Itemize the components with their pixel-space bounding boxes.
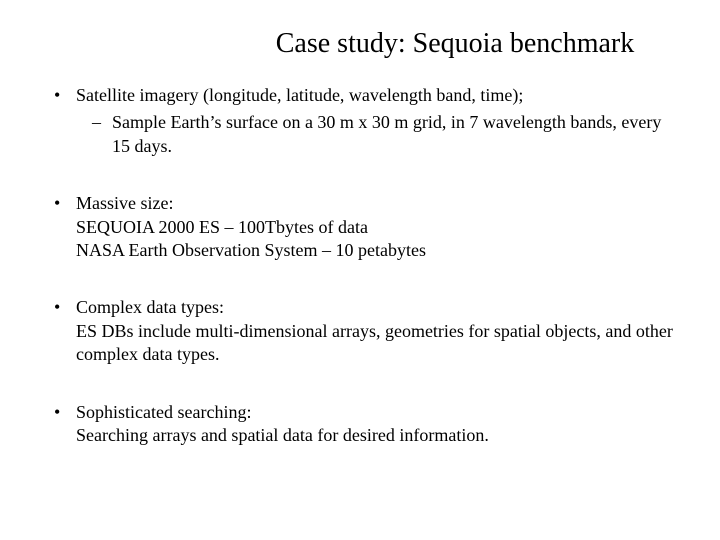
bullet-list: Satellite imagery (longitude, latitude, …: [40, 84, 680, 447]
bullet-lead: Massive size:: [76, 193, 173, 213]
slide: Case study: Sequoia benchmark Satellite …: [0, 0, 720, 540]
bullet-lead: Satellite imagery (longitude, latitude, …: [76, 85, 523, 105]
bullet-item: Satellite imagery (longitude, latitude, …: [40, 84, 680, 158]
bullet-cont: Searching arrays and spatial data for de…: [76, 424, 680, 447]
sub-bullet-text: Sample Earth’s surface on a 30 m x 30 m …: [112, 112, 661, 155]
bullet-item: Sophisticated searching: Searching array…: [40, 401, 680, 448]
bullet-lead: Sophisticated searching:: [76, 402, 251, 422]
bullet-cont: SEQUOIA 2000 ES – 100Tbytes of data: [76, 216, 680, 239]
sub-bullet-item: Sample Earth’s surface on a 30 m x 30 m …: [76, 111, 680, 158]
bullet-lead: Complex data types:: [76, 297, 224, 317]
bullet-cont: ES DBs include multi-dimensional arrays,…: [76, 320, 680, 367]
bullet-item: Complex data types: ES DBs include multi…: [40, 296, 680, 366]
slide-title: Case study: Sequoia benchmark: [40, 28, 680, 60]
sub-bullet-list: Sample Earth’s surface on a 30 m x 30 m …: [76, 111, 680, 158]
bullet-cont: NASA Earth Observation System – 10 petab…: [76, 239, 680, 262]
bullet-item: Massive size: SEQUOIA 2000 ES – 100Tbyte…: [40, 192, 680, 262]
